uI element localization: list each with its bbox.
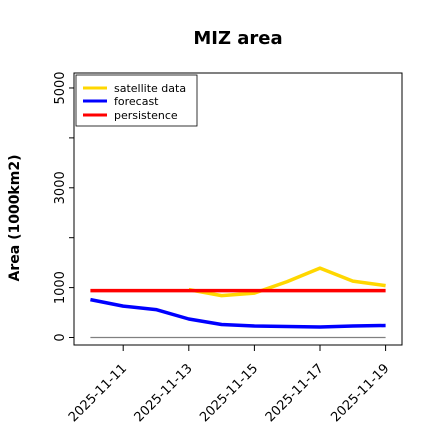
legend-label-forecast: forecast <box>114 95 159 108</box>
y-tick-label: 5000 <box>53 71 68 104</box>
plot-frame <box>73 72 403 346</box>
y-axis-label: Area (1000km2) <box>7 155 23 282</box>
x-tick-label: 2025-11-15 <box>197 361 261 425</box>
series-line-satellite-data <box>188 266 386 298</box>
x-tick-label: 2025-11-11 <box>66 361 130 425</box>
legend: satellite data forecast persistence <box>75 74 198 127</box>
x-tick-label: 2025-11-13 <box>132 361 196 425</box>
legend-label-persistence: persistence <box>114 109 178 122</box>
y-tick-label: 3000 <box>53 171 68 204</box>
series-line-forecast <box>90 297 386 329</box>
y-tick-label: 1000 <box>53 271 68 304</box>
x-tick-label: 2025-11-17 <box>263 361 327 425</box>
y-tick-label: 0 <box>53 333 68 341</box>
legend-label-satellite: satellite data <box>114 82 186 95</box>
chart-title: MIZ area <box>193 28 282 49</box>
x-tick-label: 2025-11-19 <box>328 361 392 425</box>
